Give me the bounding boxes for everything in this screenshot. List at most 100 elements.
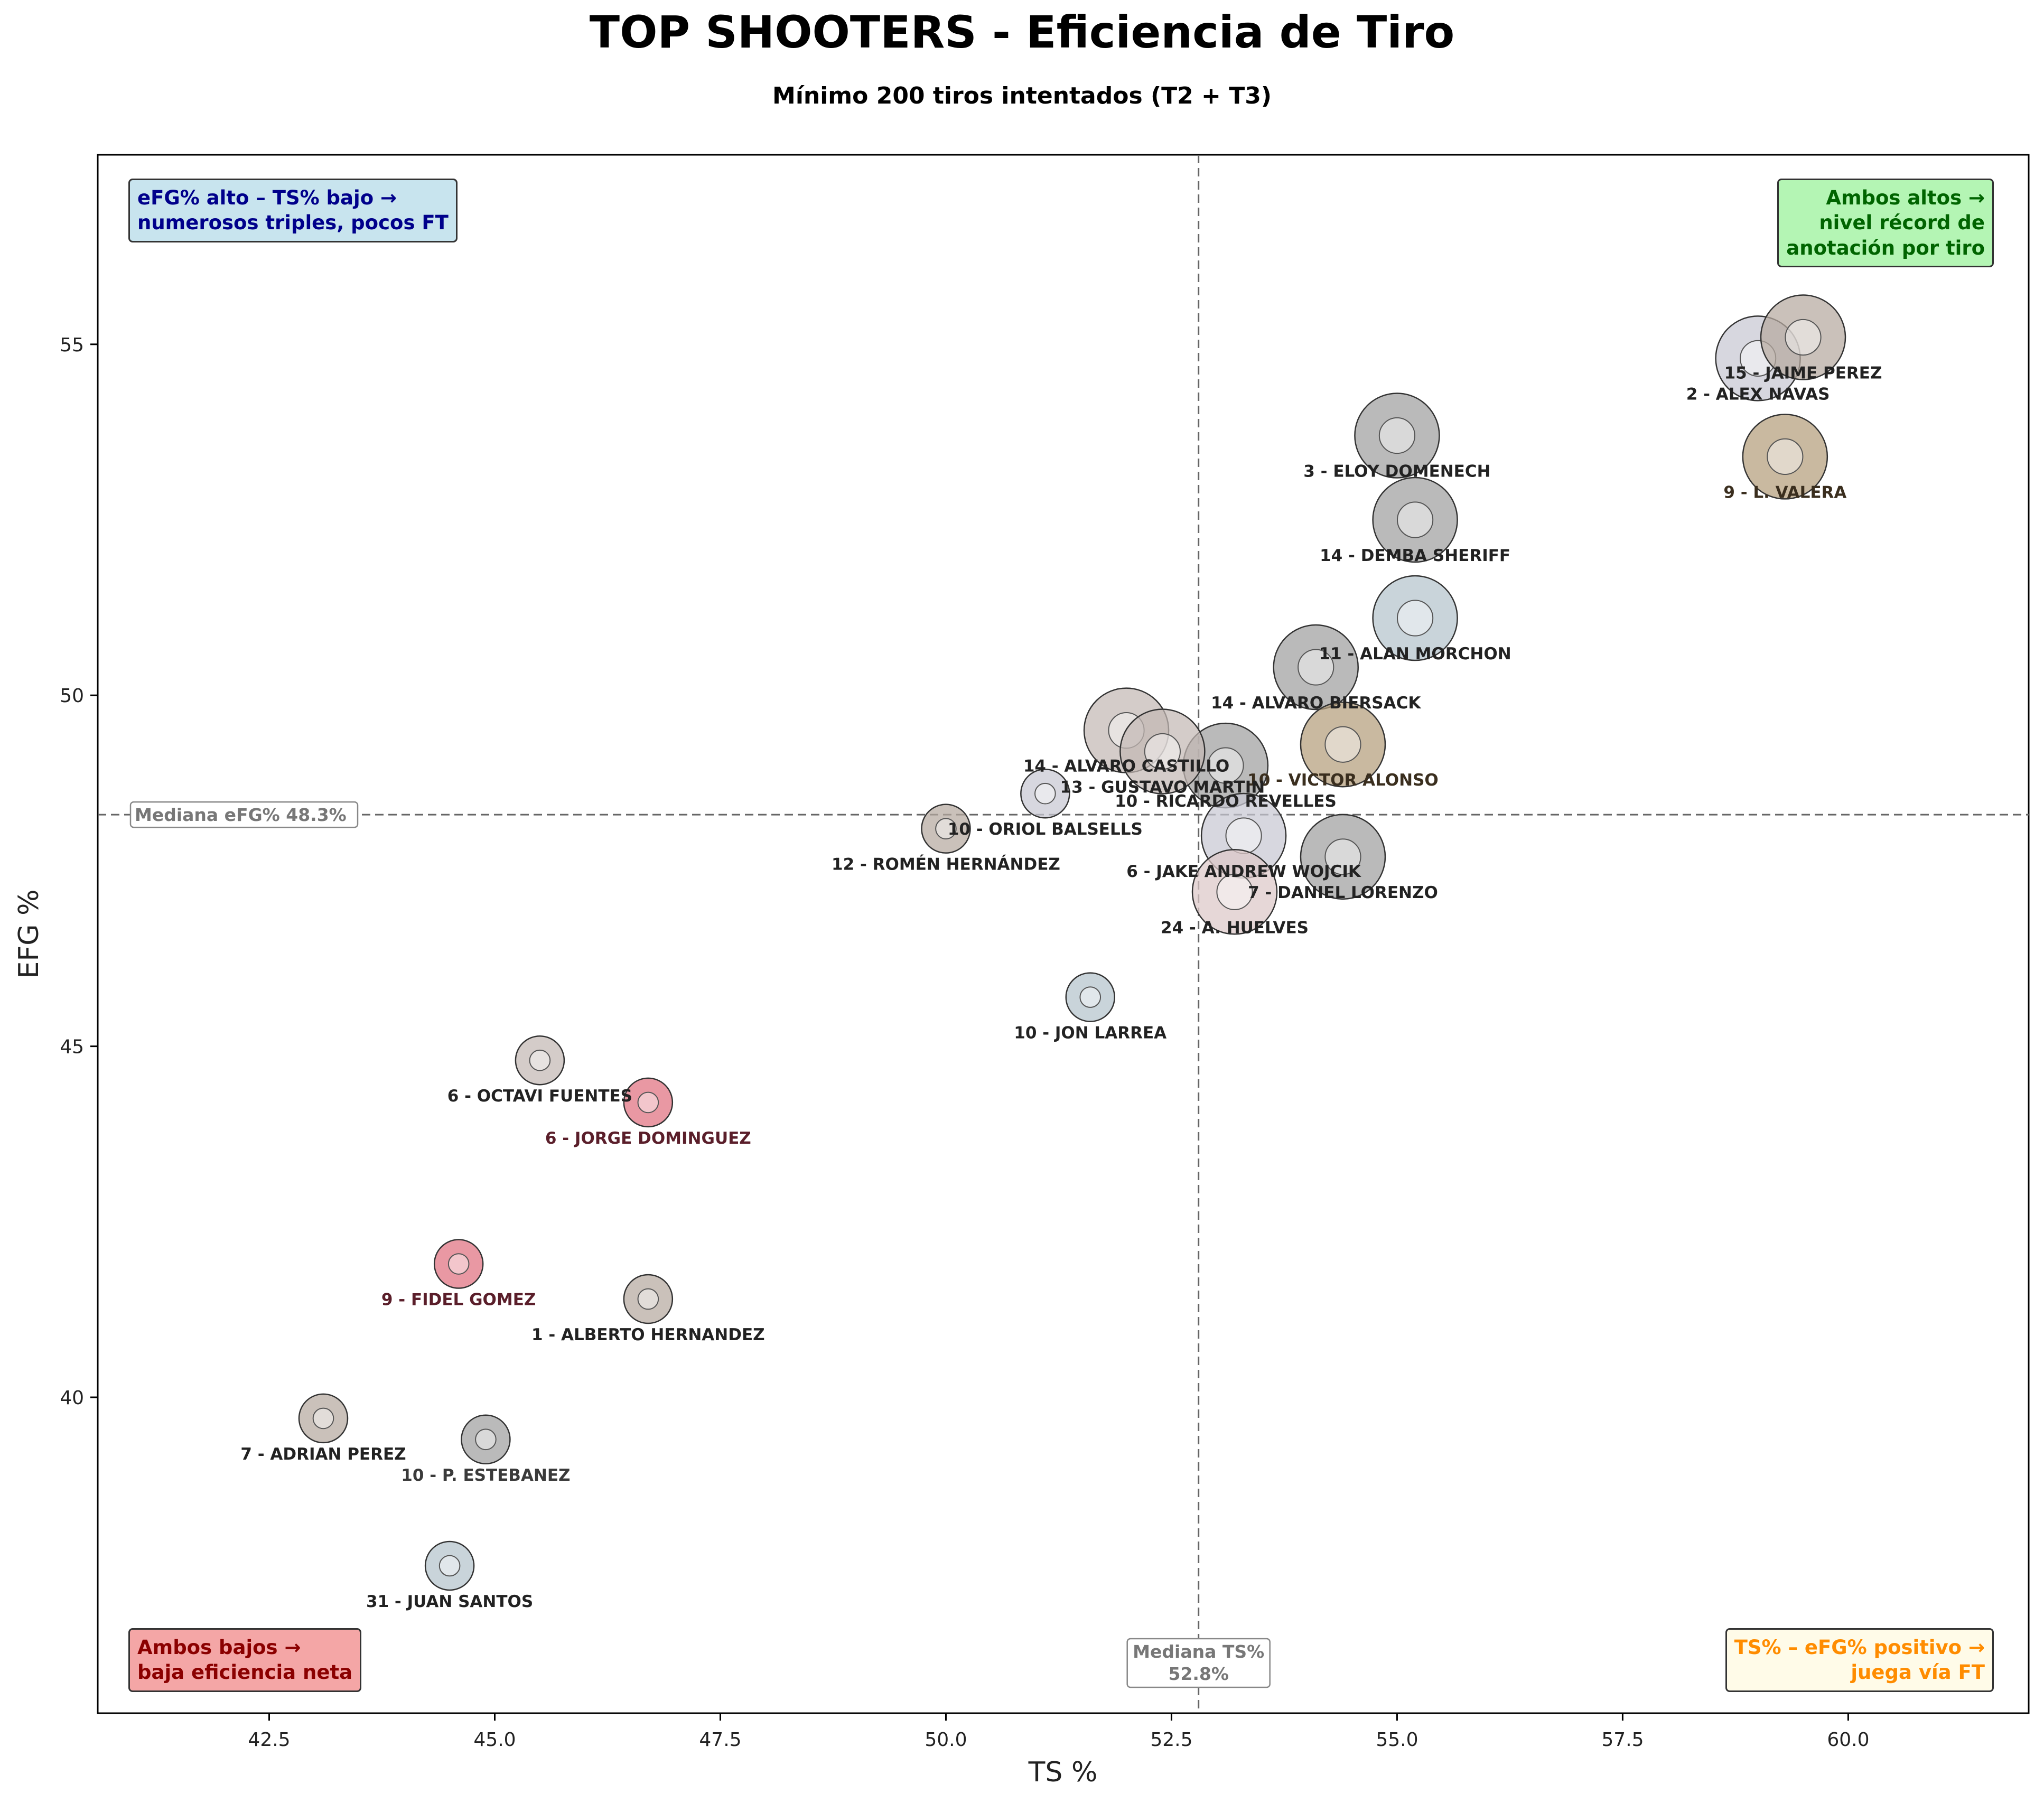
point-label: 9 - FIDEL GOMEZ bbox=[381, 1291, 536, 1310]
player-point bbox=[1760, 294, 1846, 380]
point-label: 14 - ALVARO BIERSACK bbox=[1211, 694, 1421, 713]
point-label: 6 - JAKE ANDREW WOJCIK bbox=[1126, 862, 1361, 881]
team-logo-icon bbox=[1079, 986, 1102, 1008]
player-marker bbox=[1273, 624, 1359, 711]
team-logo-icon bbox=[1785, 319, 1822, 356]
annotation-top-left: eFG% alto – TS% bajo → numerosos triples… bbox=[128, 179, 458, 242]
x-tick-label: 60.0 bbox=[1827, 1729, 1869, 1751]
point-label: 24 - A. HUELVES bbox=[1161, 918, 1309, 937]
point-label: 6 - JORGE DOMINGUEZ bbox=[545, 1129, 751, 1148]
player-marker bbox=[461, 1414, 511, 1465]
point-label: 15 - JAIME PEREZ bbox=[1724, 363, 1882, 382]
annotation-bottom-right: TS% – eFG% positivo → juega vía FT bbox=[1725, 1628, 1994, 1692]
player-marker bbox=[1742, 414, 1828, 500]
median-labels: Mediana eFG% 48.3% Mediana TS%52.8% bbox=[129, 801, 1271, 1688]
player-point bbox=[424, 1540, 475, 1591]
team-logo-icon bbox=[637, 1091, 659, 1114]
point-label: 9 - L. VALERA bbox=[1723, 483, 1846, 502]
team-logo-icon bbox=[1396, 600, 1434, 637]
player-marker bbox=[433, 1239, 484, 1289]
team-logo-icon bbox=[1767, 438, 1804, 475]
point-label: 31 - JUAN SANTOS bbox=[366, 1592, 533, 1611]
point-label: 7 - DANIEL LORENZO bbox=[1248, 883, 1438, 902]
median-ts-label: Mediana TS% bbox=[1133, 1641, 1264, 1662]
player-point bbox=[1119, 708, 1206, 795]
team-logo-icon bbox=[1216, 873, 1253, 910]
point-label: 6 - OCTAVI FUENTES bbox=[447, 1087, 632, 1106]
player-point bbox=[1191, 849, 1278, 935]
player-point bbox=[1742, 414, 1828, 500]
x-tick-label: 52.5 bbox=[1150, 1729, 1192, 1751]
player-point bbox=[515, 1035, 565, 1086]
y-tick-label: 40 bbox=[60, 1387, 84, 1409]
team-logo-icon bbox=[1324, 726, 1361, 763]
point-label: 10 - JON LARREA bbox=[1014, 1024, 1166, 1043]
annotation-top-right: Ambos altos → nivel récord de anotación … bbox=[1777, 179, 1994, 268]
player-point bbox=[1020, 768, 1070, 819]
annotation-line: eFG% alto – TS% bajo → bbox=[137, 186, 397, 209]
data-points bbox=[298, 294, 1846, 1591]
player-point bbox=[1300, 701, 1386, 788]
player-point bbox=[623, 1077, 674, 1128]
player-point bbox=[1372, 575, 1458, 661]
y-axis-label: EFG % bbox=[13, 890, 45, 979]
player-marker bbox=[1065, 972, 1115, 1022]
team-logo-icon bbox=[1298, 649, 1334, 686]
annotation-line: Ambos bajos → bbox=[137, 1636, 301, 1659]
x-tick-label: 57.5 bbox=[1601, 1729, 1644, 1751]
player-marker bbox=[623, 1077, 674, 1128]
point-label: 7 - ADRIAN PEREZ bbox=[240, 1445, 406, 1464]
annotation-line: anotación por tiro bbox=[1786, 236, 1985, 259]
team-logo-icon bbox=[1034, 782, 1056, 805]
chart-subtitle: Mínimo 200 tiros intentados (T2 + T3) bbox=[772, 82, 1272, 109]
y-tick-label: 55 bbox=[60, 334, 84, 356]
player-point bbox=[1354, 393, 1440, 479]
median-efg-label-box bbox=[129, 801, 359, 828]
point-label: 13 - GUSTAVO MARTIN bbox=[1060, 778, 1265, 797]
player-marker bbox=[1354, 393, 1440, 479]
median-efg-label: Mediana eFG% 48.3% bbox=[135, 805, 347, 825]
point-label: 11 - ALAN MORCHON bbox=[1319, 644, 1511, 664]
y-tick-label: 50 bbox=[60, 685, 84, 707]
team-logo-icon bbox=[637, 1288, 659, 1310]
point-label: 12 - ROMÉN HERNÁNDEZ bbox=[832, 855, 1060, 874]
median-ts-label-box bbox=[1126, 1638, 1271, 1688]
player-marker bbox=[921, 804, 971, 854]
player-marker bbox=[1372, 575, 1458, 661]
player-marker bbox=[1300, 814, 1386, 900]
x-tick-label: 47.5 bbox=[699, 1729, 741, 1751]
point-label: 14 - DEMBA SHERIFF bbox=[1320, 546, 1510, 565]
team-logo-icon bbox=[1378, 417, 1416, 454]
player-point bbox=[1065, 972, 1115, 1022]
player-point bbox=[1300, 814, 1386, 900]
point-label: 10 - RICARDO REVELLES bbox=[1115, 792, 1337, 811]
annotation-line: juega vía FT bbox=[1851, 1661, 1985, 1684]
player-marker bbox=[1020, 768, 1070, 819]
player-marker bbox=[1760, 294, 1846, 380]
point-label: 10 - VICTOR ALONSO bbox=[1247, 771, 1439, 790]
annotation-line: nivel récord de bbox=[1819, 211, 1985, 235]
x-axis: 42.5 45.0 47.5 50.0 52.5 55.0 57.5 60.0 bbox=[248, 1713, 1869, 1751]
player-point bbox=[433, 1239, 484, 1289]
x-tick-label: 55.0 bbox=[1376, 1729, 1418, 1751]
point-label: 2 - ALEX NAVAS bbox=[1686, 385, 1830, 404]
player-point bbox=[1372, 477, 1458, 563]
point-label: 14 - ALVARO CASTILLO bbox=[1023, 757, 1229, 776]
player-point bbox=[921, 804, 971, 854]
median-ts-label: 52.8% bbox=[1168, 1664, 1229, 1684]
player-point bbox=[461, 1414, 511, 1465]
x-tick-label: 45.0 bbox=[473, 1729, 516, 1751]
point-label: 10 - P. ESTEBANEZ bbox=[401, 1466, 570, 1485]
x-tick-label: 42.5 bbox=[248, 1729, 290, 1751]
median-lines bbox=[98, 155, 2029, 1713]
plot-frame bbox=[97, 154, 2030, 1714]
team-logo-icon bbox=[475, 1428, 497, 1451]
x-tick-label: 50.0 bbox=[925, 1729, 967, 1751]
player-marker bbox=[1119, 708, 1206, 795]
x-axis-label: TS % bbox=[1028, 1757, 1098, 1788]
team-logo-icon bbox=[1324, 838, 1361, 875]
team-logo-icon bbox=[1144, 733, 1181, 770]
team-logo-icon bbox=[1207, 747, 1244, 784]
player-marker bbox=[424, 1540, 475, 1591]
